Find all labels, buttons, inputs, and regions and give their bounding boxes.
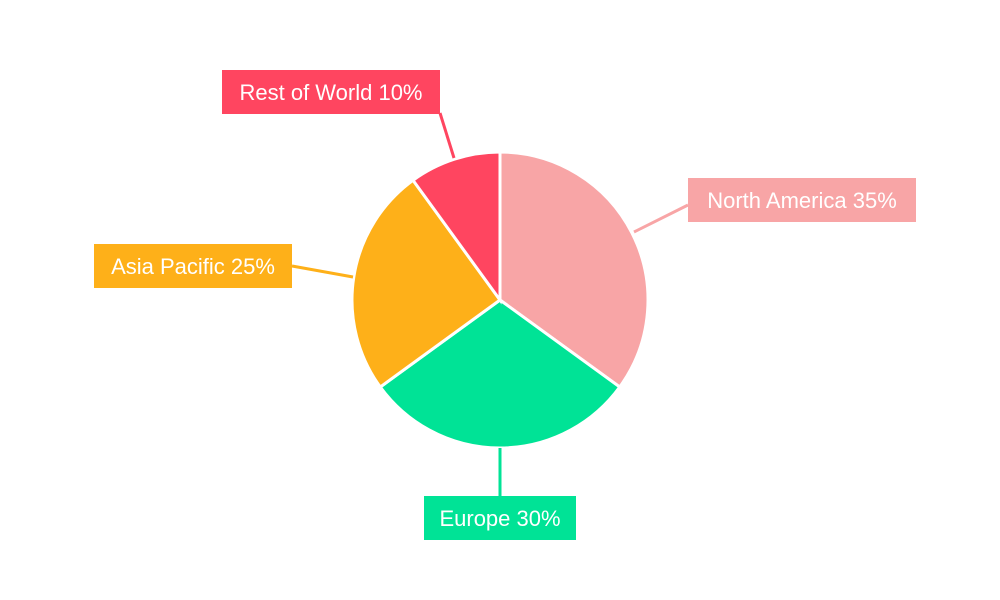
pie-slice-north-america[interactable] <box>498 150 650 390</box>
data-label-box <box>94 244 292 288</box>
label-connector-line <box>438 112 456 159</box>
data-label-box <box>688 178 916 222</box>
data-label-box <box>222 70 440 114</box>
data-label: Asia Pacific 25% <box>111 254 275 279</box>
data-label: Rest of World 10% <box>239 80 422 105</box>
data-label: North America 35% <box>707 188 897 213</box>
label-connector-line <box>633 203 689 234</box>
pie-slice-rest-of-world[interactable] <box>410 150 502 305</box>
pie-slice-asia-pacific[interactable] <box>350 178 503 390</box>
data-label: Europe 30% <box>439 506 560 531</box>
data-label-box <box>424 496 576 540</box>
label-connector-line <box>291 264 354 279</box>
pie-slice-europe[interactable] <box>378 298 622 450</box>
